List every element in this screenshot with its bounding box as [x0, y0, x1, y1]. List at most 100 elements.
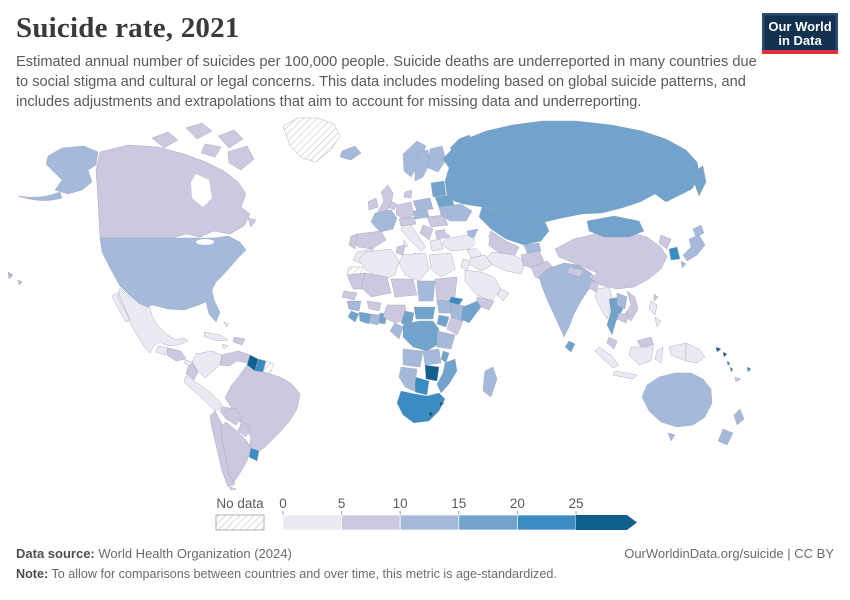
- country-kazakhstan[interactable]: [478, 206, 550, 246]
- country-niger[interactable]: [390, 278, 418, 298]
- country-greenland[interactable]: [282, 117, 341, 163]
- country-united-states[interactable]: [7, 145, 247, 323]
- country-honduras[interactable]: [166, 347, 187, 362]
- country-uganda[interactable]: [436, 314, 450, 328]
- country-oman[interactable]: [496, 288, 510, 302]
- legend-bin-25-plus-arrow[interactable]: [576, 515, 637, 530]
- country-bolivia[interactable]: [219, 406, 243, 426]
- country-namibia[interactable]: [398, 366, 418, 392]
- country-japan[interactable]: [680, 224, 706, 269]
- country-ukraine[interactable]: [438, 203, 473, 222]
- country-kyrgyzstan[interactable]: [523, 242, 542, 254]
- country-uruguay[interactable]: [248, 447, 260, 462]
- country-mexico[interactable]: [111, 287, 189, 354]
- country-malaysia[interactable]: [606, 336, 655, 350]
- owid-logo[interactable]: Our World in Data: [762, 13, 838, 54]
- country-guatemala[interactable]: [155, 345, 169, 356]
- country-jamaica[interactable]: [221, 343, 229, 350]
- country-denmark[interactable]: [403, 189, 413, 199]
- country-lithuania[interactable]: [430, 180, 447, 198]
- country-myanmar[interactable]: [594, 286, 614, 320]
- country-solomon-islands[interactable]: [715, 346, 728, 358]
- country-cuba[interactable]: [203, 331, 229, 342]
- country-central-african-republic[interactable]: [413, 306, 436, 320]
- country-malawi[interactable]: [440, 350, 450, 364]
- country-jordan[interactable]: [460, 258, 471, 272]
- owid-link[interactable]: OurWorldinData.org/suicide | CC BY: [624, 546, 834, 561]
- country-haiti[interactable]: [232, 336, 246, 346]
- country-algeria[interactable]: [358, 248, 400, 282]
- legend-bin-5-10[interactable]: [341, 514, 401, 531]
- country-france[interactable]: [370, 209, 398, 233]
- country-kenya[interactable]: [446, 316, 464, 336]
- country-cote-divoire[interactable]: [358, 311, 372, 325]
- country-guinea[interactable]: [346, 300, 362, 312]
- country-sudan[interactable]: [434, 276, 458, 302]
- country-mongolia[interactable]: [586, 215, 645, 238]
- country-colombia[interactable]: [191, 350, 223, 379]
- country-vanuatu[interactable]: [726, 360, 734, 373]
- country-cambodia[interactable]: [616, 312, 630, 324]
- country-iceland[interactable]: [339, 145, 362, 161]
- country-mali[interactable]: [360, 272, 392, 298]
- legend-bin-20-25[interactable]: [517, 514, 577, 531]
- country-netherlands[interactable]: [387, 200, 398, 211]
- legend-no-data-swatch[interactable]: [215, 514, 265, 531]
- country-philippines[interactable]: [648, 300, 662, 328]
- country-vietnam[interactable]: [623, 290, 639, 322]
- country-united-kingdom[interactable]: [377, 184, 394, 215]
- country-ecuador[interactable]: [185, 362, 199, 381]
- country-sierra-leone[interactable]: [347, 310, 360, 323]
- country-north-korea[interactable]: [658, 234, 672, 250]
- legend-bin-0-5[interactable]: [282, 514, 342, 531]
- country-russia[interactable]: [442, 120, 707, 223]
- country-austria[interactable]: [398, 216, 417, 227]
- country-senegal[interactable]: [341, 290, 358, 301]
- country-brazil[interactable]: [224, 364, 301, 455]
- country-indonesia[interactable]: [594, 342, 687, 380]
- country-somalia[interactable]: [460, 300, 482, 324]
- country-zambia[interactable]: [422, 348, 442, 366]
- country-tanzania[interactable]: [436, 330, 456, 350]
- country-paraguay[interactable]: [237, 420, 251, 438]
- country-finland[interactable]: [427, 145, 447, 173]
- country-nepal[interactable]: [566, 266, 584, 278]
- country-romania[interactable]: [426, 214, 449, 228]
- country-nigeria[interactable]: [382, 304, 408, 324]
- country-libya[interactable]: [398, 252, 430, 282]
- country-portugal[interactable]: [348, 233, 358, 250]
- country-sri-lanka[interactable]: [564, 340, 576, 353]
- legend-bin-15-20[interactable]: [458, 514, 518, 531]
- country-botswana[interactable]: [414, 376, 430, 396]
- country-ireland[interactable]: [367, 197, 379, 211]
- country-sweden[interactable]: [414, 149, 431, 182]
- country-mozambique[interactable]: [436, 358, 458, 394]
- country-tunisia[interactable]: [395, 244, 406, 256]
- country-spain[interactable]: [351, 230, 387, 250]
- country-angola[interactable]: [402, 348, 424, 368]
- country-south-africa[interactable]: [396, 390, 446, 424]
- country-turkey[interactable]: [441, 234, 479, 252]
- country-chad[interactable]: [416, 280, 436, 302]
- country-egypt[interactable]: [428, 252, 456, 278]
- country-iran[interactable]: [486, 251, 526, 275]
- country-madagascar[interactable]: [482, 366, 498, 398]
- country-saudi-arabia[interactable]: [464, 269, 502, 302]
- country-canada[interactable]: [95, 122, 257, 239]
- country-taiwan[interactable]: [653, 293, 659, 302]
- country-australia[interactable]: [641, 372, 713, 442]
- country-ghana[interactable]: [369, 313, 381, 326]
- country-argentina[interactable]: [220, 421, 252, 490]
- country-eswatini[interactable]: [438, 400, 445, 408]
- country-south-korea[interactable]: [668, 246, 681, 261]
- country-congo[interactable]: [389, 322, 404, 340]
- country-burkina-faso[interactable]: [366, 300, 382, 312]
- country-lesotho[interactable]: [427, 410, 435, 419]
- country-papua-new-guinea[interactable]: [685, 342, 706, 364]
- country-peru[interactable]: [183, 375, 224, 412]
- country-bahamas[interactable]: [223, 321, 230, 328]
- country-dr-congo[interactable]: [402, 320, 440, 352]
- country-new-caledonia[interactable]: [734, 376, 742, 383]
- country-india[interactable]: [538, 262, 598, 338]
- country-laos[interactable]: [616, 292, 628, 310]
